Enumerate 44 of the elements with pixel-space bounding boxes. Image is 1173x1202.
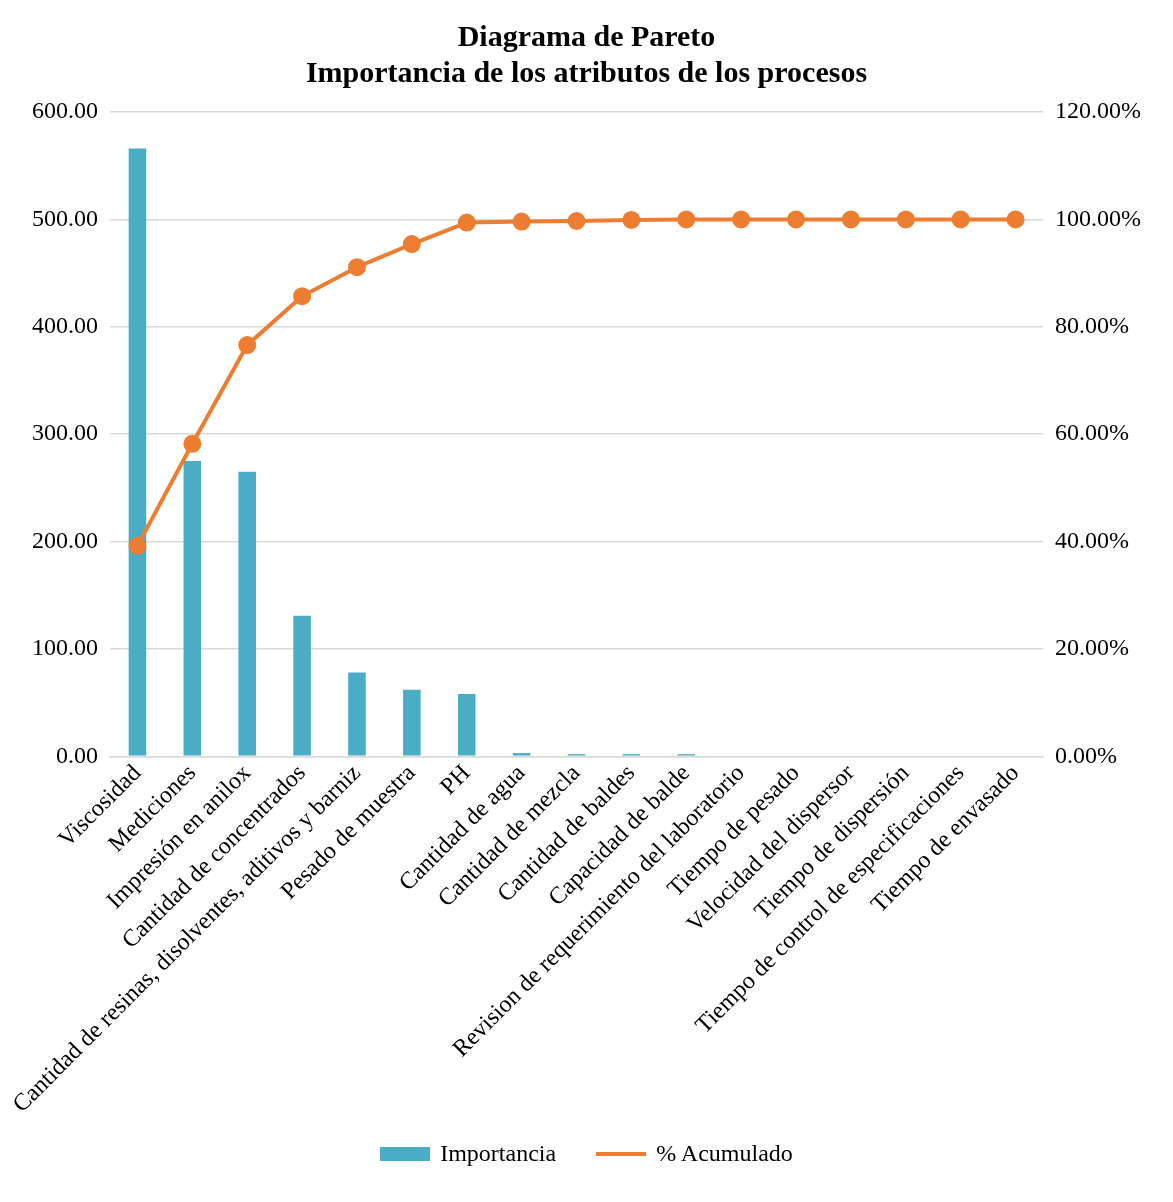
y2-tick-label: 80.00% (1055, 312, 1130, 339)
y2-tick-label: 60.00% (1055, 419, 1130, 446)
point (841, 210, 860, 229)
point (567, 211, 586, 230)
bar (128, 148, 147, 756)
point (402, 235, 421, 254)
y2-tick-label: 100.00% (1055, 204, 1142, 231)
point (183, 434, 202, 453)
y-tick-label: 400.00 (32, 312, 98, 339)
y-tick-label: 500.00 (32, 204, 98, 231)
y-tick-label: 200.00 (32, 526, 98, 553)
point (677, 210, 696, 229)
y-tick-label: 300.00 (32, 419, 98, 446)
y2-tick-label: 120.00% (1055, 97, 1142, 124)
bar (238, 471, 256, 756)
x-tick-label: PH (434, 759, 475, 800)
bar (348, 672, 366, 756)
bar (403, 689, 421, 756)
point (787, 210, 806, 229)
point (896, 210, 915, 229)
point (347, 258, 366, 277)
y-tick-label: 0.00 (56, 741, 98, 768)
legend-label: % Acumulado (656, 1140, 793, 1167)
point (622, 210, 641, 229)
legend-label: Importancia (440, 1140, 557, 1167)
text: Importancia de los atributos de los procesos (305, 54, 868, 88)
point (457, 213, 476, 232)
point (293, 287, 312, 306)
bar (183, 461, 202, 756)
point (1006, 210, 1025, 229)
point (951, 210, 970, 229)
bar (457, 694, 476, 756)
bar (512, 753, 531, 756)
y-tick-label: 100.00 (32, 634, 98, 661)
point (128, 536, 147, 555)
point (238, 336, 257, 355)
y2-tick-label: 20.00% (1055, 634, 1130, 661)
bar (293, 615, 311, 756)
point (732, 210, 751, 229)
text: Diagrama de Pareto (457, 18, 716, 52)
point (512, 212, 531, 231)
y2-tick-label: 0.00% (1055, 741, 1118, 768)
y2-tick-label: 40.00% (1055, 526, 1130, 553)
y-tick-label: 600.00 (32, 97, 98, 124)
